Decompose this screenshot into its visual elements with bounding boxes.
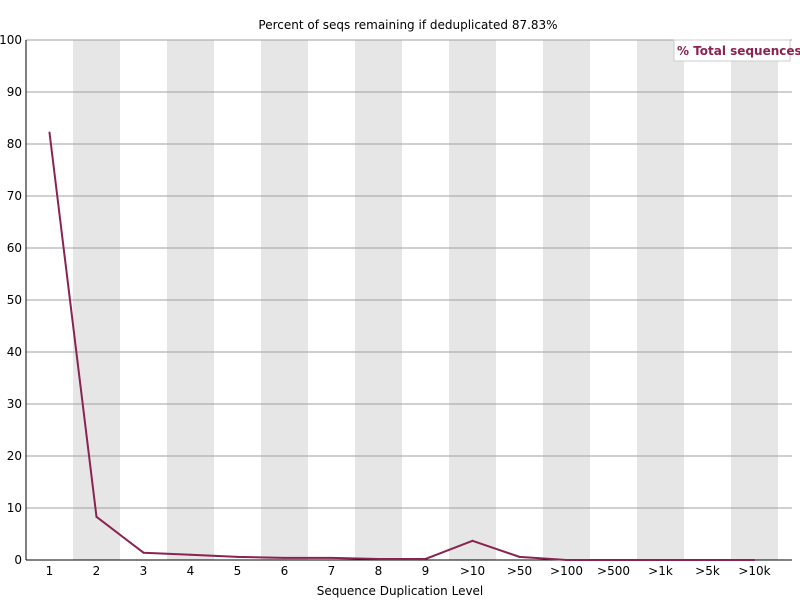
- x-tick-label-5: 6: [281, 564, 289, 578]
- series-point-0-4: [236, 555, 239, 558]
- series-point-0-12: [612, 559, 615, 561]
- series-point-0-6: [330, 556, 333, 559]
- series-point-0-1: [95, 515, 98, 518]
- legend-box: [673, 39, 791, 62]
- y-tick-label-10: 10: [7, 501, 22, 515]
- series-lines: [48, 131, 756, 561]
- x-tick-label-9: >10: [460, 564, 485, 578]
- y-tick-label-100: 100: [0, 33, 22, 47]
- x-tick-label-0: 1: [46, 564, 54, 578]
- x-axis-label: Sequence Duplication Level: [317, 584, 484, 598]
- series-point-0-13: [659, 559, 662, 561]
- series-point-0-7: [377, 557, 380, 560]
- x-tick-label-8: 9: [422, 564, 430, 578]
- x-tick-label-1: 2: [93, 564, 101, 578]
- x-tick-label-12: >500: [597, 564, 630, 578]
- y-tick-label-30: 30: [7, 397, 22, 411]
- series-point-0-10: [518, 555, 521, 558]
- x-tick-label-13: >1k: [648, 564, 673, 578]
- series-line-0: [48, 132, 755, 561]
- series-point-0-9: [471, 539, 474, 542]
- chart-title: Percent of seqs remaining if deduplicate…: [258, 18, 557, 32]
- legend: % Total sequences: [673, 39, 800, 62]
- x-tick-label-4: 5: [234, 564, 242, 578]
- x-tick-label-6: 7: [328, 564, 336, 578]
- x-tick-label-10: >50: [507, 564, 532, 578]
- y-tick-labels: 0 10 20 30 40 50 60 70 80 90 100: [0, 33, 22, 567]
- x-tick-label-11: >100: [550, 564, 583, 578]
- legend-entry-total-sequences: % Total sequences: [677, 44, 800, 58]
- series-point-0-14: [706, 559, 709, 561]
- series-point-0-3: [189, 553, 192, 556]
- y-tick-label-40: 40: [7, 345, 22, 359]
- series-point-0-0: [48, 131, 51, 134]
- y-tick-label-70: 70: [7, 189, 22, 203]
- series-point-0-11: [565, 559, 568, 561]
- y-tick-label-80: 80: [7, 137, 22, 151]
- x-tick-label-3: 4: [187, 564, 195, 578]
- y-tick-label-50: 50: [7, 293, 22, 307]
- x-tick-label-2: 3: [140, 564, 148, 578]
- x-tick-labels: 1 2 3 4 5 6 7 8 9 >10 >50 >100 >500 >1k >5k >10k: [46, 564, 771, 578]
- y-tick-label-0: 0: [14, 553, 22, 567]
- y-tick-label-20: 20: [7, 449, 22, 463]
- y-tick-label-90: 90: [7, 85, 22, 99]
- y-tick-label-60: 60: [7, 241, 22, 255]
- series-point-0-2: [142, 551, 145, 554]
- x-tick-label-14: >5k: [695, 564, 720, 578]
- series-point-0-15: [753, 559, 756, 561]
- x-tick-label-7: 8: [375, 564, 383, 578]
- series-point-0-5: [283, 556, 286, 559]
- series-point-0-8: [424, 557, 427, 560]
- x-tick-label-15: >10k: [738, 564, 770, 578]
